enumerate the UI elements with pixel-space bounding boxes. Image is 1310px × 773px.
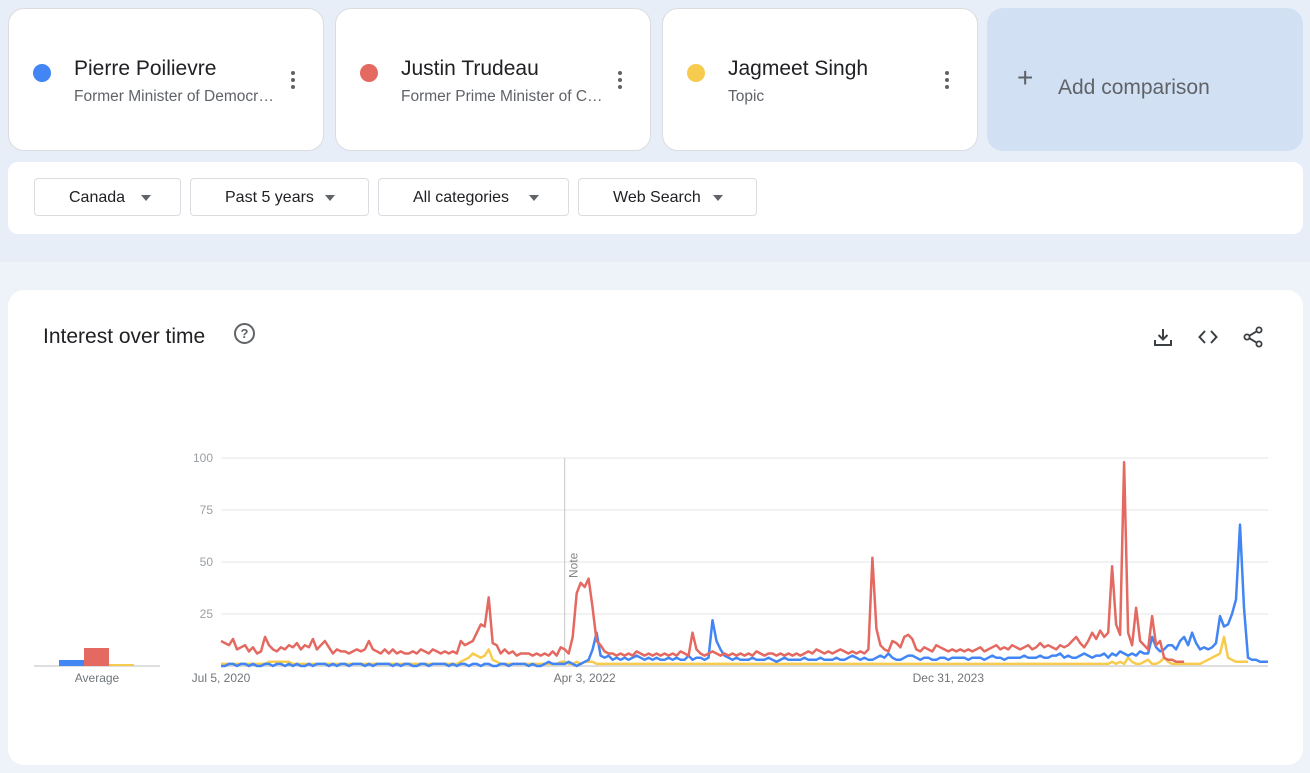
help-circle-icon[interactable]: ? xyxy=(234,323,255,344)
dropdown-arrow-icon xyxy=(713,195,723,201)
series-color-dot xyxy=(360,64,378,82)
average-bar-pierre-poilievre xyxy=(59,660,84,666)
dropdown-arrow-icon xyxy=(529,195,539,201)
series-color-dot xyxy=(33,64,51,82)
panel-title: Interest over time xyxy=(43,325,206,348)
embed-code-icon[interactable] xyxy=(1196,325,1220,349)
x-tick-label: Dec 31, 2023 xyxy=(913,671,985,685)
term-subtitle: Topic xyxy=(728,88,765,105)
term-name: Jagmeet Singh xyxy=(728,57,869,80)
y-tick-label: 25 xyxy=(200,607,214,621)
term-card-jagmeet-singh[interactable]: Jagmeet Singh Topic xyxy=(662,8,978,151)
add-comparison-label: Add comparison xyxy=(1058,76,1210,99)
search-type-select[interactable]: Web Search xyxy=(578,178,757,216)
download-icon[interactable] xyxy=(1151,325,1175,349)
share-icon[interactable] xyxy=(1241,325,1265,349)
time-range-select[interactable]: Past 5 years xyxy=(190,178,369,216)
x-tick-label: Jul 5, 2020 xyxy=(192,671,251,685)
series-line-jagmeet-singh xyxy=(221,635,1248,666)
y-tick-label: 100 xyxy=(193,451,213,465)
more-vert-icon[interactable] xyxy=(939,71,955,93)
term-card-pierre-poilievre[interactable]: Pierre Poilievre Former Minister of Demo… xyxy=(8,8,324,151)
dropdown-arrow-icon xyxy=(325,195,335,201)
term-subtitle: Former Prime Minister of Canada xyxy=(401,88,606,105)
more-vert-icon[interactable] xyxy=(285,71,301,93)
more-vert-icon[interactable] xyxy=(612,71,628,93)
series-line-pierre-poilievre xyxy=(221,523,1268,668)
series-color-dot xyxy=(687,64,705,82)
term-name: Pierre Poilievre xyxy=(74,57,217,80)
term-subtitle: Former Minister of Democratic Institutio… xyxy=(74,88,279,105)
plus-icon: + xyxy=(1017,62,1034,93)
filter-bar: Canada Past 5 years All categories Web S… xyxy=(8,162,1303,234)
term-card-justin-trudeau[interactable]: Justin Trudeau Former Prime Minister of … xyxy=(335,8,651,151)
search-type-select-value: Web Search xyxy=(613,189,701,206)
series-line-justin-trudeau xyxy=(220,460,1185,664)
average-bar-justin-trudeau xyxy=(84,648,109,666)
time-range-select-value: Past 5 years xyxy=(225,189,314,206)
y-tick-label: 75 xyxy=(200,503,214,517)
interest-chart: 25 50 75 100 Note Jul 5, 2020 Apr 3, 2022 Dec 3… xyxy=(34,451,1268,685)
average-bar-jagmeet-singh xyxy=(109,664,134,666)
note-label: Note xyxy=(567,552,581,578)
x-tick-label: Apr 3, 2022 xyxy=(554,671,616,685)
term-name: Justin Trudeau xyxy=(401,57,539,80)
dropdown-arrow-icon xyxy=(141,195,151,201)
region-select[interactable]: Canada xyxy=(34,178,181,216)
interest-over-time-panel: Interest over time ? 25 50 75 100 Note Jul 5,… xyxy=(8,290,1303,765)
y-tick-label: 50 xyxy=(200,555,214,569)
add-comparison-button[interactable]: + Add comparison xyxy=(987,8,1303,151)
category-select-value: All categories xyxy=(413,189,510,206)
category-select[interactable]: All categories xyxy=(378,178,569,216)
average-label: Average xyxy=(75,671,120,685)
region-select-value: Canada xyxy=(69,189,126,206)
